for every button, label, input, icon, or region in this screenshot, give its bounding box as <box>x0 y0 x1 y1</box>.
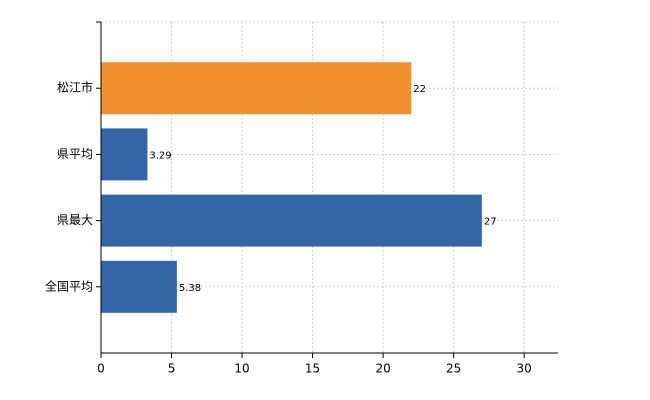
y-tick-label: 県最大 <box>57 213 93 227</box>
y-tick-label: 県平均 <box>57 147 93 161</box>
bar <box>101 128 148 181</box>
value-label: 22 <box>413 84 426 95</box>
bar <box>101 194 482 247</box>
x-tick-label: 0 <box>97 362 105 376</box>
value-label: 3.29 <box>149 150 171 161</box>
x-tick-label: 30 <box>517 362 532 376</box>
value-label: 5.38 <box>179 283 201 294</box>
x-tick-label: 5 <box>168 362 176 376</box>
x-tick-label: 10 <box>234 362 249 376</box>
y-tick-label: 全国平均 <box>45 278 93 293</box>
value-label: 27 <box>484 217 497 228</box>
y-tick-label: 松江市 <box>57 80 93 95</box>
x-tick-label: 15 <box>305 362 320 376</box>
x-tick-label: 25 <box>446 362 461 376</box>
x-tick-label: 20 <box>375 362 390 376</box>
bar <box>101 62 412 115</box>
bar <box>101 260 177 313</box>
